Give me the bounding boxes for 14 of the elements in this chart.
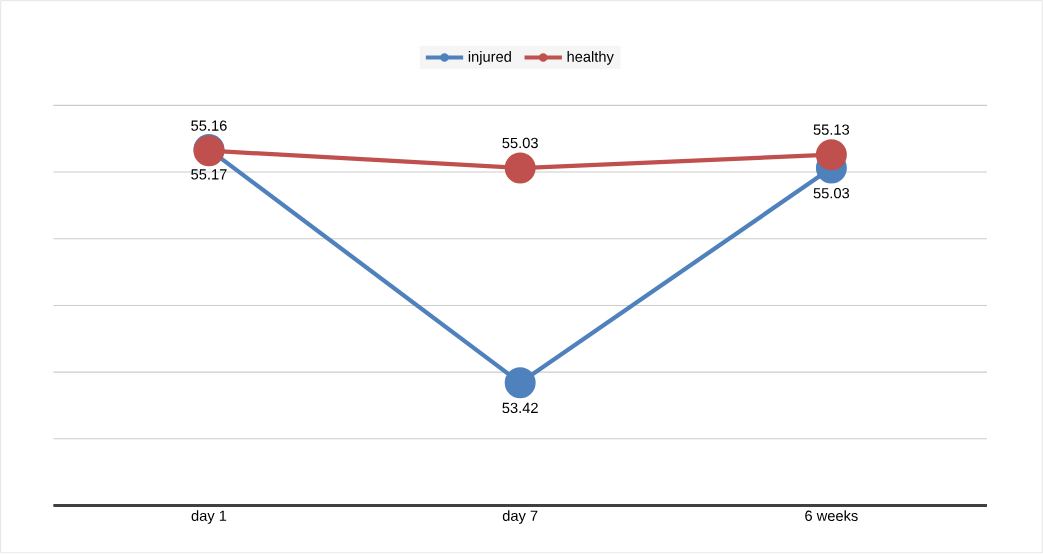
legend-label: healthy <box>567 51 614 66</box>
x-tick-label: day 7 <box>502 510 538 525</box>
data-label: 53.42 <box>502 402 538 414</box>
point <box>504 367 536 399</box>
data-label: 55.13 <box>813 124 850 136</box>
x-tick-label: 6 weeks <box>805 510 858 522</box>
x-tick-label: day 1 <box>191 510 227 525</box>
data-label: 55.03 <box>502 138 538 149</box>
legend-label: injured <box>468 51 511 66</box>
point <box>504 152 536 184</box>
point <box>815 139 847 171</box>
data-label: 55.03 <box>813 188 850 199</box>
data-label: 55.17 <box>191 169 227 180</box>
data-label: 55.16 <box>191 120 227 132</box>
